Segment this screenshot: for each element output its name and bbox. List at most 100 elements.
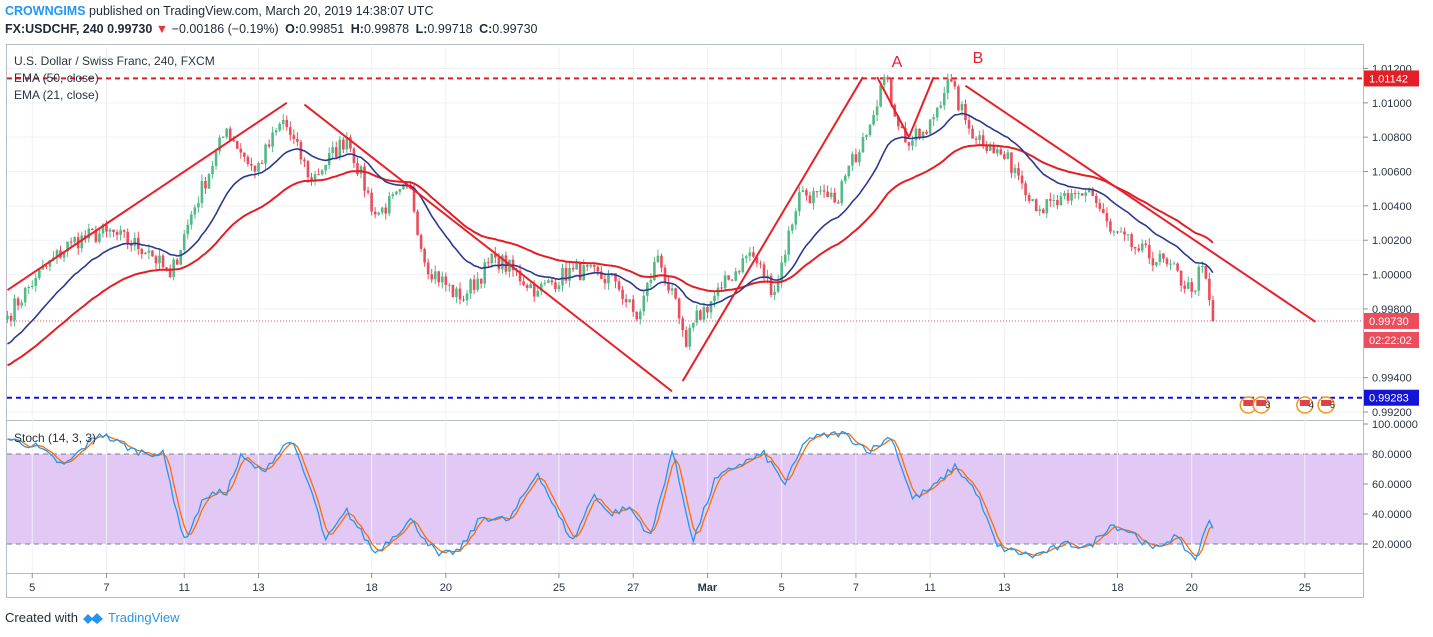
legend-ema21[interactable]: EMA (21, close) xyxy=(14,88,99,102)
author-name[interactable]: CROWNGIMS xyxy=(5,4,86,18)
candle-body xyxy=(126,231,129,244)
candle-body xyxy=(1073,193,1077,195)
candle-body xyxy=(925,131,928,134)
flag-stripe xyxy=(1256,400,1267,406)
price-axis[interactable]: 1.012001.010001.008001.006001.004001.002… xyxy=(1363,63,1418,551)
candle-body xyxy=(727,275,730,280)
candle-body xyxy=(23,287,27,303)
candle-body xyxy=(681,318,684,331)
economic-events[interactable]: 2345 xyxy=(1239,396,1335,414)
candle-body xyxy=(1056,200,1059,206)
trendlines xyxy=(6,76,1317,393)
candle-body xyxy=(953,81,957,87)
legend-ema50[interactable]: EMA (50, close) xyxy=(14,71,99,85)
candle-body xyxy=(635,311,639,320)
change-arrow-icon: ▼ xyxy=(155,22,169,36)
candle-body xyxy=(349,137,352,149)
candle-body xyxy=(253,165,257,172)
candle-body xyxy=(808,195,812,204)
candle-body xyxy=(1031,199,1034,201)
resistance-badge: 1.01142 xyxy=(1369,73,1408,85)
ema21-line xyxy=(7,112,1214,345)
candle-body xyxy=(843,176,847,182)
candle-body xyxy=(638,311,642,320)
candle-body xyxy=(695,310,699,323)
footer: Created with TradingView xyxy=(5,610,180,625)
candle-body xyxy=(303,159,306,162)
candle-body xyxy=(783,254,787,263)
candle-body xyxy=(1140,243,1144,251)
candle-body xyxy=(522,281,525,285)
candle-body xyxy=(918,128,921,139)
candle-body xyxy=(1027,195,1031,201)
candle-body xyxy=(798,192,801,212)
candle-body xyxy=(197,203,200,208)
candle-body xyxy=(292,134,296,139)
candle-body xyxy=(313,174,317,181)
time-tick-label: 7 xyxy=(103,582,109,594)
candle-body xyxy=(1045,199,1049,214)
candle-body xyxy=(996,149,999,154)
candle-body xyxy=(158,255,161,264)
candle-body xyxy=(112,229,115,233)
candle-body xyxy=(822,190,826,192)
candle-body xyxy=(239,148,243,153)
open-value: 0.99851 xyxy=(299,22,345,36)
chart-legend-title[interactable]: U.S. Dollar / Swiss Franc, 240, FXCM xyxy=(14,54,215,68)
flag-stripe xyxy=(1299,400,1310,406)
close-label: C: xyxy=(479,22,493,36)
candle-body xyxy=(854,154,858,163)
tradingview-brand[interactable]: TradingView xyxy=(107,610,180,625)
candle-body xyxy=(642,295,646,312)
candle-body xyxy=(699,310,702,320)
candle-body xyxy=(1197,266,1201,291)
candle-body xyxy=(564,267,568,281)
candle-body xyxy=(232,140,236,142)
candle-body xyxy=(1020,175,1024,184)
candle-body xyxy=(257,162,260,172)
candles xyxy=(6,73,1215,351)
candle-body xyxy=(960,103,964,111)
candle-body xyxy=(730,279,734,281)
candle-body xyxy=(904,128,907,143)
candle-body xyxy=(688,327,692,347)
candle-body xyxy=(1169,263,1172,265)
candle-body xyxy=(115,232,119,235)
candle-body xyxy=(752,252,755,257)
candle-body xyxy=(935,107,939,118)
price-tick-label: 0.99400 xyxy=(1372,373,1412,385)
candle-body xyxy=(441,276,444,283)
candle-body xyxy=(667,282,670,291)
legend-stoch[interactable]: Stoch (14, 3, 3) xyxy=(14,431,97,445)
candle-body xyxy=(437,271,441,283)
candle-body xyxy=(200,180,204,204)
candle-body xyxy=(161,255,165,268)
candle-body xyxy=(433,271,437,280)
candle-body xyxy=(1041,209,1045,214)
candle-body xyxy=(260,162,264,164)
candle-body xyxy=(133,237,137,246)
candle-body xyxy=(762,264,766,278)
candle-body xyxy=(465,293,469,301)
time-tick-label: 27 xyxy=(627,582,639,594)
candle-body xyxy=(235,141,239,149)
candle-body xyxy=(1059,196,1063,206)
time-axis[interactable]: 5 7 11 13 18 20 25 27 Mar 5 7 11 13 18 20 25 xyxy=(29,573,1311,594)
candle-body xyxy=(140,248,144,254)
candle-body xyxy=(684,330,688,347)
candle-body xyxy=(525,284,529,289)
open-label: O: xyxy=(285,22,300,36)
candle-body xyxy=(656,255,660,263)
published-text: published on TradingView.com, March 20, … xyxy=(89,4,434,18)
candle-body xyxy=(1077,193,1080,195)
time-tick-label: 25 xyxy=(553,582,565,594)
price-tick-label: 1.00200 xyxy=(1372,235,1412,247)
candle-body xyxy=(1116,231,1119,233)
candle-body xyxy=(713,295,716,302)
candle-body xyxy=(190,214,193,225)
candle-body xyxy=(356,163,359,175)
candle-body xyxy=(377,212,380,215)
candle-body xyxy=(6,315,9,320)
candle-body xyxy=(833,192,836,203)
